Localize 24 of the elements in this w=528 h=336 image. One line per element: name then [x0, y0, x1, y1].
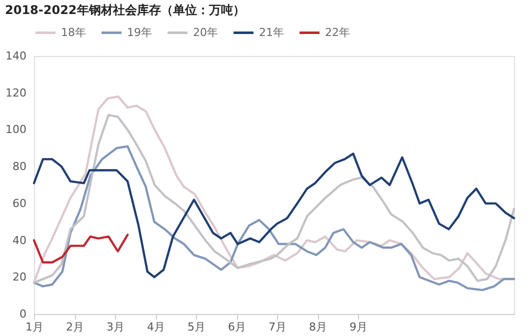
line-series [32, 234, 129, 264]
chart-title: 2018-2022年钢材社会库存（单位：万吨） [5, 3, 245, 17]
x-tick-label: 4月 [147, 320, 166, 334]
x-tick-label: 7月 [268, 320, 287, 334]
y-tick-label: 20 [12, 270, 26, 284]
y-tick-label: 120 [6, 86, 26, 100]
y-tick-label: 40 [12, 234, 26, 247]
legend-label: 20年 [193, 26, 218, 39]
y-tick-label: 0 [20, 308, 26, 320]
y-tick-label: 80 [12, 160, 26, 174]
x-tick-label: 8月 [309, 320, 328, 334]
y-tick-label: 60 [12, 196, 26, 210]
x-tick-label: 1月 [26, 320, 44, 334]
x-tick-label: 6月 [228, 320, 246, 334]
x-tick-label: 3月 [106, 320, 125, 334]
y-tick-label: 140 [6, 50, 26, 62]
y-tick-label: 100 [6, 123, 26, 136]
legend-label: 18年 [61, 26, 86, 39]
x-tick-label: 5月 [188, 320, 206, 334]
x-tick-label: 2月 [66, 320, 84, 334]
legend-label: 21年 [259, 26, 284, 39]
x-tick-label: 9月 [350, 320, 368, 334]
legend-label: 19年 [127, 26, 152, 39]
legend-label: 22年 [325, 26, 350, 39]
